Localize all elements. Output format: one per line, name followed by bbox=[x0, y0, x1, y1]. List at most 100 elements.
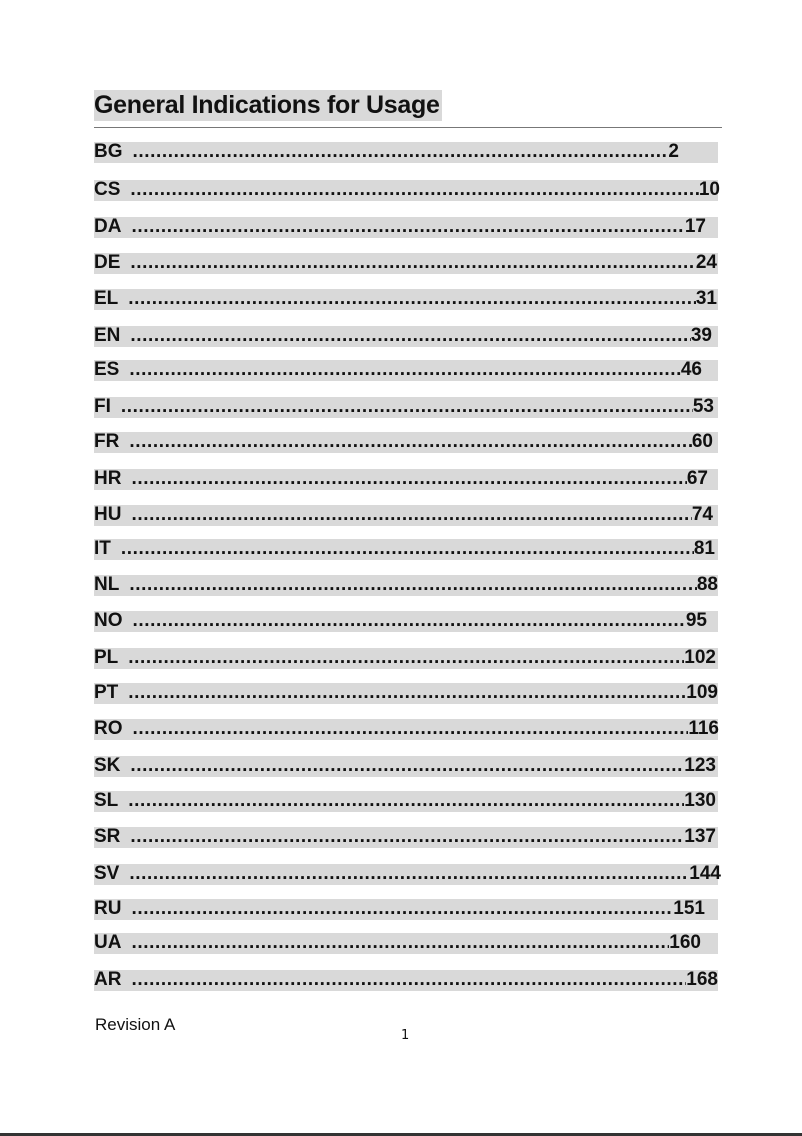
toc-entry[interactable]: EN......................................… bbox=[94, 325, 718, 347]
language-code: NL bbox=[94, 574, 120, 595]
page-reference: 24 bbox=[695, 252, 717, 273]
language-code: EN bbox=[94, 325, 121, 346]
page-reference: 46 bbox=[680, 359, 702, 380]
revision-label: Revision A bbox=[95, 1015, 176, 1034]
dot-leader: ........................................… bbox=[120, 396, 693, 417]
toc-entry[interactable]: IT......................................… bbox=[94, 538, 718, 560]
toc-entry[interactable]: AR......................................… bbox=[94, 969, 718, 991]
toc-entry[interactable]: SR......................................… bbox=[94, 826, 718, 848]
language-code: SL bbox=[94, 790, 119, 811]
toc-entry[interactable]: RO......................................… bbox=[94, 718, 719, 740]
language-code: EL bbox=[94, 288, 119, 309]
page-reference: 116 bbox=[688, 718, 719, 739]
dot-leader: ........................................… bbox=[130, 325, 691, 346]
dot-leader: ........................................… bbox=[129, 431, 692, 452]
page-reference: 137 bbox=[684, 826, 716, 847]
dot-leader: ........................................… bbox=[132, 610, 686, 631]
language-code: NO bbox=[94, 610, 123, 631]
toc-entry[interactable]: EL......................................… bbox=[94, 288, 718, 310]
page-reference: 109 bbox=[686, 682, 718, 703]
language-code: HU bbox=[94, 504, 122, 525]
page-reference: 10 bbox=[698, 179, 720, 200]
dot-leader: ........................................… bbox=[128, 682, 687, 703]
title-divider bbox=[94, 127, 722, 128]
toc-entry[interactable]: BG......................................… bbox=[94, 141, 718, 163]
language-code: SV bbox=[94, 863, 120, 884]
page-reference: 17 bbox=[684, 216, 706, 237]
toc-entry[interactable]: FR......................................… bbox=[94, 431, 718, 453]
page-reference: 2 bbox=[668, 141, 679, 162]
dot-leader: ........................................… bbox=[130, 179, 699, 200]
language-code: RO bbox=[94, 718, 123, 739]
toc-entry[interactable]: SV......................................… bbox=[94, 863, 721, 885]
page-reference: 144 bbox=[689, 863, 721, 884]
language-code: ES bbox=[94, 359, 120, 380]
toc-entry[interactable]: SK......................................… bbox=[94, 755, 718, 777]
language-code: RU bbox=[94, 898, 122, 919]
page-reference: 151 bbox=[673, 898, 705, 919]
language-code: SR bbox=[94, 826, 121, 847]
dot-leader: ........................................… bbox=[128, 790, 685, 811]
toc-entry[interactable]: CS......................................… bbox=[94, 179, 720, 201]
toc-entry[interactable]: NO......................................… bbox=[94, 610, 718, 632]
dot-leader: ........................................… bbox=[120, 538, 694, 559]
page-bottom-border bbox=[0, 1133, 802, 1136]
toc-entry[interactable]: RU......................................… bbox=[94, 898, 718, 920]
language-code: DA bbox=[94, 216, 122, 237]
dot-leader: ........................................… bbox=[130, 252, 696, 273]
toc-entry[interactable]: PL......................................… bbox=[94, 647, 718, 669]
dot-leader: ........................................… bbox=[130, 826, 685, 847]
page-reference: 123 bbox=[684, 755, 716, 776]
language-code: HR bbox=[94, 468, 122, 489]
language-code: CS bbox=[94, 179, 121, 200]
toc-entry[interactable]: DA......................................… bbox=[94, 216, 718, 238]
dot-leader: ........................................… bbox=[129, 359, 681, 380]
dot-leader: ........................................… bbox=[128, 288, 696, 309]
dot-leader: ........................................… bbox=[131, 468, 687, 489]
toc-entry[interactable]: HR......................................… bbox=[94, 468, 718, 490]
page-reference: 31 bbox=[695, 288, 717, 309]
page-reference: 95 bbox=[685, 610, 707, 631]
page-reference: 53 bbox=[692, 396, 714, 417]
language-code: IT bbox=[94, 538, 111, 559]
language-code: FI bbox=[94, 396, 111, 417]
page-reference: 102 bbox=[684, 647, 716, 668]
page-reference: 88 bbox=[696, 574, 718, 595]
page-reference: 39 bbox=[690, 325, 712, 346]
page-reference: 67 bbox=[686, 468, 708, 489]
page-reference: 81 bbox=[693, 538, 715, 559]
language-code: FR bbox=[94, 431, 120, 452]
toc-entry[interactable]: ES......................................… bbox=[94, 359, 718, 381]
toc-entry[interactable]: UA......................................… bbox=[94, 932, 718, 954]
dot-leader: ........................................… bbox=[131, 216, 685, 237]
toc-entry[interactable]: NL......................................… bbox=[94, 574, 718, 596]
dot-leader: ........................................… bbox=[131, 504, 692, 525]
page-number: 1 bbox=[401, 1028, 410, 1043]
dot-leader: ........................................… bbox=[131, 932, 670, 953]
dot-leader: ........................................… bbox=[131, 898, 674, 919]
page-reference: 130 bbox=[684, 790, 716, 811]
page-reference: 160 bbox=[669, 932, 701, 953]
language-code: PL bbox=[94, 647, 119, 668]
dot-leader: ........................................… bbox=[129, 574, 697, 595]
language-code: PT bbox=[94, 682, 119, 703]
toc-entry[interactable]: FI......................................… bbox=[94, 396, 718, 418]
dot-leader: ........................................… bbox=[132, 141, 669, 162]
toc-entry[interactable]: HU......................................… bbox=[94, 504, 718, 526]
toc-entry[interactable]: DE......................................… bbox=[94, 252, 718, 274]
toc-entry[interactable]: SL......................................… bbox=[94, 790, 718, 812]
dot-leader: ........................................… bbox=[132, 718, 689, 739]
page-title: General Indications for Usage bbox=[94, 90, 442, 121]
toc-entry[interactable]: PT......................................… bbox=[94, 682, 718, 704]
dot-leader: ........................................… bbox=[128, 647, 685, 668]
language-code: UA bbox=[94, 932, 122, 953]
language-code: SK bbox=[94, 755, 121, 776]
dot-leader: ........................................… bbox=[130, 755, 685, 776]
language-code: AR bbox=[94, 969, 122, 990]
page-reference: 60 bbox=[691, 431, 713, 452]
language-code: DE bbox=[94, 252, 121, 273]
language-code: BG bbox=[94, 141, 123, 162]
dot-leader: ........................................… bbox=[129, 863, 690, 884]
page-reference: 168 bbox=[686, 969, 718, 990]
page-reference: 74 bbox=[691, 504, 713, 525]
